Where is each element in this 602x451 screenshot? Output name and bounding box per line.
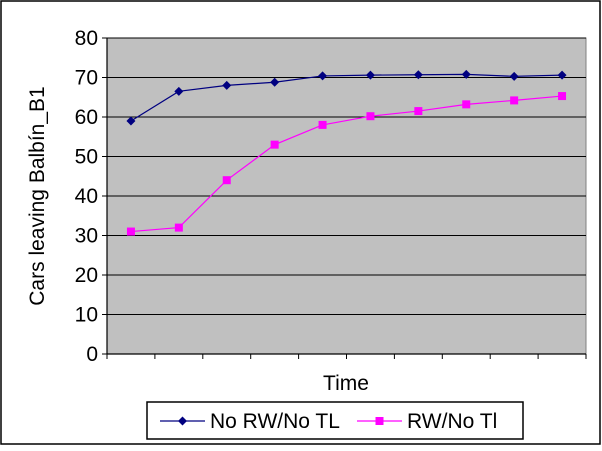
axes bbox=[102, 37, 587, 359]
series-2-point bbox=[414, 107, 423, 116]
series-2-point bbox=[318, 120, 327, 129]
legend-swatch-series-2-marker bbox=[375, 417, 384, 425]
x-axis-title: Time bbox=[323, 372, 369, 395]
y-tick-label: 80 bbox=[75, 27, 98, 50]
series-1-point bbox=[509, 71, 519, 81]
series-2-point bbox=[222, 176, 231, 185]
series-1-point bbox=[413, 70, 423, 80]
y-tick-label: 30 bbox=[75, 225, 98, 248]
series-2-point bbox=[558, 92, 567, 101]
y-tick-label: 60 bbox=[75, 106, 98, 129]
series-layer bbox=[126, 69, 567, 236]
y-tick-label: 40 bbox=[75, 185, 98, 208]
series-2-point bbox=[510, 96, 519, 105]
series-2-point bbox=[270, 140, 279, 149]
series-1-point bbox=[461, 69, 471, 79]
series-1-point bbox=[126, 116, 136, 126]
series-2-point bbox=[126, 227, 135, 236]
series-1-point bbox=[318, 71, 328, 81]
y-tick-label: 10 bbox=[75, 304, 98, 327]
legend-label-series-1: No RW/No TL bbox=[210, 410, 340, 433]
legend-box bbox=[146, 401, 524, 440]
series-2 bbox=[126, 92, 567, 236]
series-1-point bbox=[222, 80, 232, 90]
series-1-point bbox=[270, 77, 280, 87]
legend-item-series-2: RW/No Tl bbox=[357, 410, 497, 433]
y-tick-label: 70 bbox=[75, 67, 98, 90]
series-1 bbox=[126, 69, 567, 126]
series-2-point bbox=[174, 223, 183, 232]
y-tick-label: 20 bbox=[75, 264, 98, 287]
legend: No RW/No TL RW/No Tl bbox=[146, 401, 524, 440]
gridlines bbox=[107, 37, 586, 315]
y-axis-title: Cars leaving Balbín_B1 bbox=[26, 86, 49, 305]
series-1-line bbox=[130, 73, 563, 122]
series-2-point bbox=[366, 112, 375, 121]
series-1-point bbox=[174, 86, 184, 96]
series-1-point bbox=[557, 70, 567, 80]
legend-item-series-1: No RW/No TL bbox=[160, 410, 340, 433]
y-tick-labels: 0 10 20 30 40 50 60 70 80 bbox=[75, 27, 98, 366]
series-2-line bbox=[130, 95, 563, 233]
y-tick-label: 0 bbox=[86, 343, 98, 366]
legend-label-series-2: RW/No Tl bbox=[407, 410, 497, 433]
y-tick-label: 50 bbox=[75, 146, 98, 169]
legend-swatch-series-1-marker bbox=[178, 416, 187, 426]
series-2-point bbox=[462, 100, 471, 109]
series-1-point bbox=[365, 70, 375, 80]
